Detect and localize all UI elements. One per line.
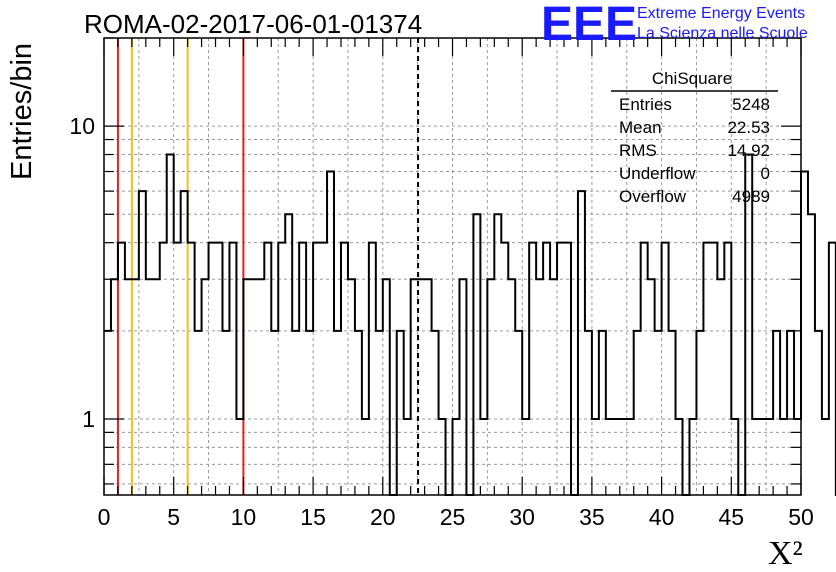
plot-frame [103,37,802,496]
stat-label-underflow: Underflow [619,164,696,183]
stat-label-rms: RMS [619,141,657,160]
x-tick-label: 35 [579,504,605,530]
stat-value-entries: 5248 [732,95,770,114]
x-tick-label: 15 [300,504,326,530]
stats-box-title: ChiSquare [652,69,732,88]
x-tick-label: 45 [719,504,745,530]
axis-ticks [103,37,802,495]
logo-line-2: La Scienza nelle Scuole [637,25,808,42]
x-tick-label: 25 [440,504,466,530]
x-tick-label: 20 [370,504,396,530]
y-tick-label: 10 [69,113,95,139]
stat-label-mean: Mean [619,118,662,137]
x-tick-label: 10 [231,504,257,530]
x-axis-label: X² [768,535,803,572]
logo-line-1: Extreme Energy Events [637,5,805,22]
x-tick-label: 0 [98,504,111,530]
chart-title: ROMA-02-2017-06-01-01374 [84,9,422,39]
stat-value-overflow: 4989 [732,187,770,206]
tick-labels: 0 5 10 15 20 25 30 35 40 45 50 1 10 [69,113,813,530]
stat-label-overflow: Overflow [619,187,687,206]
stat-value-underflow: 0 [761,164,770,183]
x-tick-label: 30 [509,504,535,530]
histogram-line [104,153,836,496]
x-tick-label: 50 [788,504,814,530]
logo-mark: EEE [541,0,637,51]
stat-value-mean: 22.53 [727,118,770,137]
stat-value-rms: 14.92 [727,141,770,160]
x-tick-label: 5 [167,504,180,530]
y-tick-label: 1 [82,406,95,432]
y-axis-label: Entries/bin [6,43,38,180]
x-tick-label: 40 [649,504,675,530]
stat-label-entries: Entries [619,95,672,114]
stats-box: ChiSquare Entries 5248 Mean 22.53 RMS 14… [611,69,778,206]
